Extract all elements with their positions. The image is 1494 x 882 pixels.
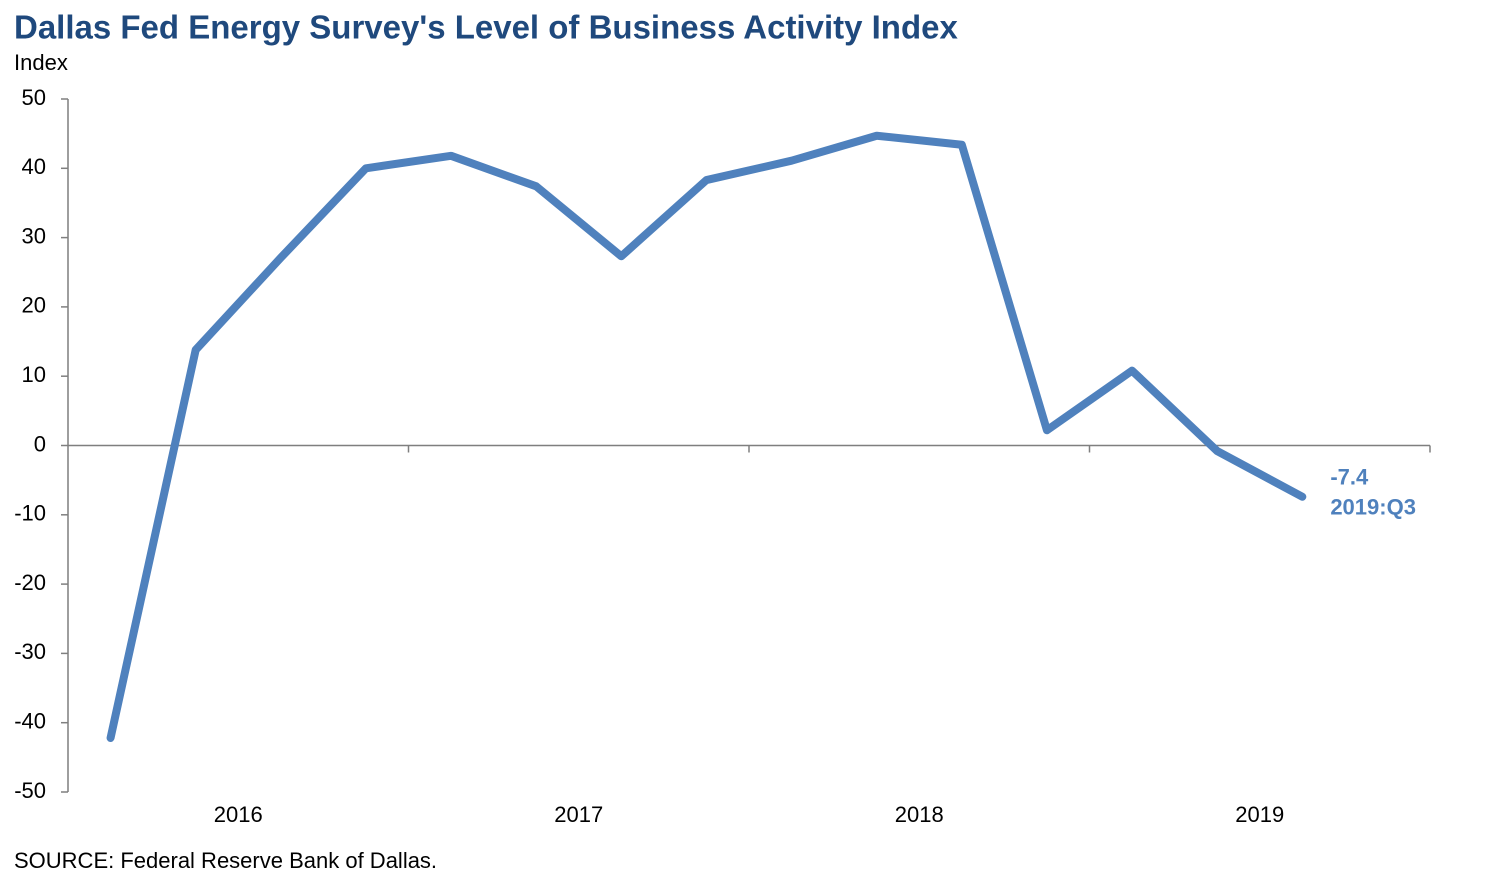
y-tick-label: 0 (34, 431, 46, 456)
y-tick-label: 10 (22, 362, 46, 387)
y-tick-label: -20 (14, 570, 46, 595)
source: SOURCE: Federal Reserve Bank of Dallas. (14, 848, 437, 873)
y-tick-label: -10 (14, 501, 46, 526)
x-tick-label: 2019 (1235, 802, 1284, 827)
y-tick-label: -50 (14, 778, 46, 803)
y-tick-label: -40 (14, 709, 46, 734)
line-series (106, 131, 1307, 742)
y-tick-label: 50 (22, 85, 46, 110)
x-tick-label: 2017 (554, 802, 603, 827)
y-tick-label: -30 (14, 639, 46, 664)
x-tick-label: 2016 (214, 802, 263, 827)
data-label: -7.4 (1330, 465, 1369, 490)
x-tick-label: 2018 (895, 802, 944, 827)
y-tick-label: 20 (22, 293, 46, 318)
chart-title: Dallas Fed Energy Survey's Level of Busi… (14, 9, 958, 46)
y-axis-label: Index (14, 50, 68, 75)
y-tick-label: 40 (22, 154, 46, 179)
annotation: 2019:Q3 (1330, 495, 1416, 520)
y-tick-label: 30 (22, 223, 46, 248)
